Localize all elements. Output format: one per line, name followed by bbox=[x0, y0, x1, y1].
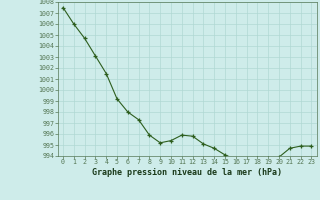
X-axis label: Graphe pression niveau de la mer (hPa): Graphe pression niveau de la mer (hPa) bbox=[92, 168, 282, 177]
